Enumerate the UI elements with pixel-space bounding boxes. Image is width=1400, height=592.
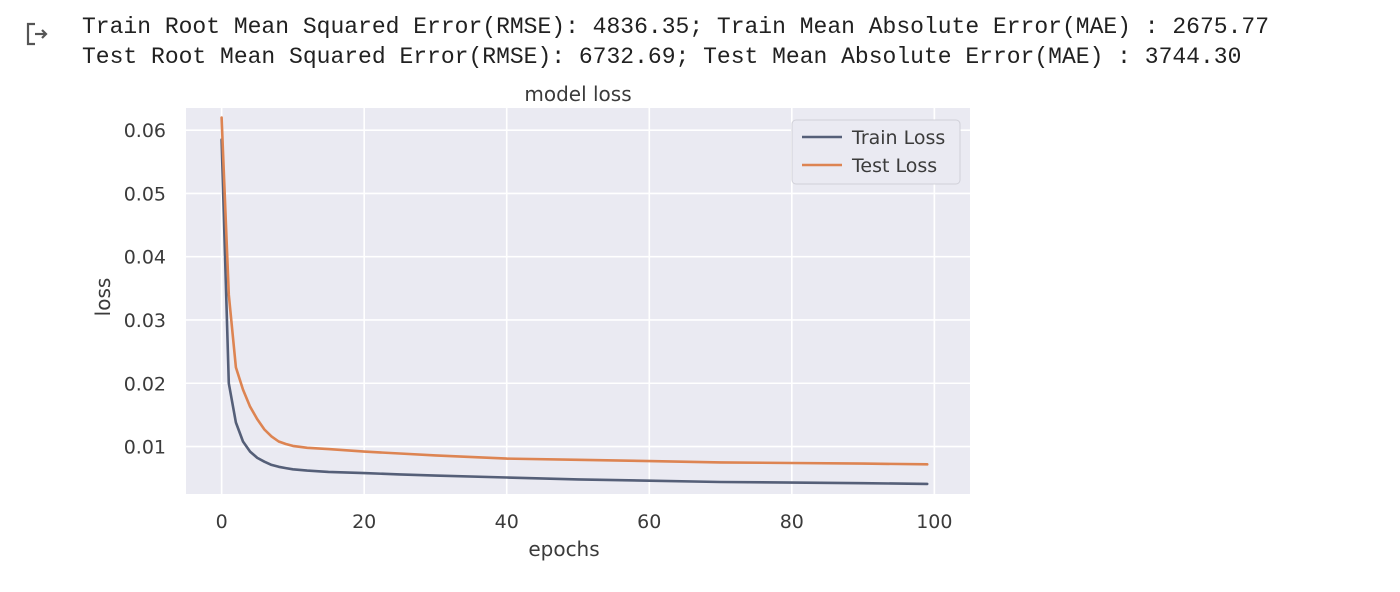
y-tick-label: 0.02: [124, 373, 166, 395]
x-tick-label: 60: [637, 511, 661, 533]
y-tick-label: 0.06: [124, 120, 166, 142]
x-tick-label: 100: [916, 511, 952, 533]
output-redirect-icon: [24, 20, 52, 48]
x-tick-label: 80: [780, 511, 804, 533]
legend-label: Train Loss: [851, 127, 945, 149]
y-tick-label: 0.04: [124, 247, 166, 269]
legend: Train Loss Test Loss: [791, 119, 961, 185]
x-axis-label: epochs: [528, 537, 599, 561]
train-error-line: Train Root Mean Squared Error(RMSE): 483…: [82, 14, 1269, 40]
x-tick-label: 40: [495, 511, 519, 533]
train-loss-line: [220, 138, 929, 486]
x-tick-label: 20: [352, 511, 376, 533]
grid-lines: [186, 108, 970, 494]
test-error-line: Test Root Mean Squared Error(RMSE): 6732…: [82, 44, 1242, 70]
y-axis-label: loss: [91, 278, 115, 317]
y-tick-label: 0.01: [124, 437, 166, 459]
tick-labels: 0 20 40 60 80 100 0.01 0.02 0.03 0.04 0.05 0.06: [124, 120, 953, 533]
chart-title: model loss: [524, 82, 631, 106]
y-tick-label: 0.05: [124, 183, 166, 205]
series-lines: [220, 116, 929, 486]
x-tick-label: 0: [216, 511, 228, 533]
y-tick-label: 0.03: [124, 310, 166, 332]
test-loss-line: [220, 116, 929, 466]
cell-output-text: Train Root Mean Squared Error(RMSE): 483…: [82, 12, 1269, 72]
legend-label: Test Loss: [851, 155, 937, 177]
